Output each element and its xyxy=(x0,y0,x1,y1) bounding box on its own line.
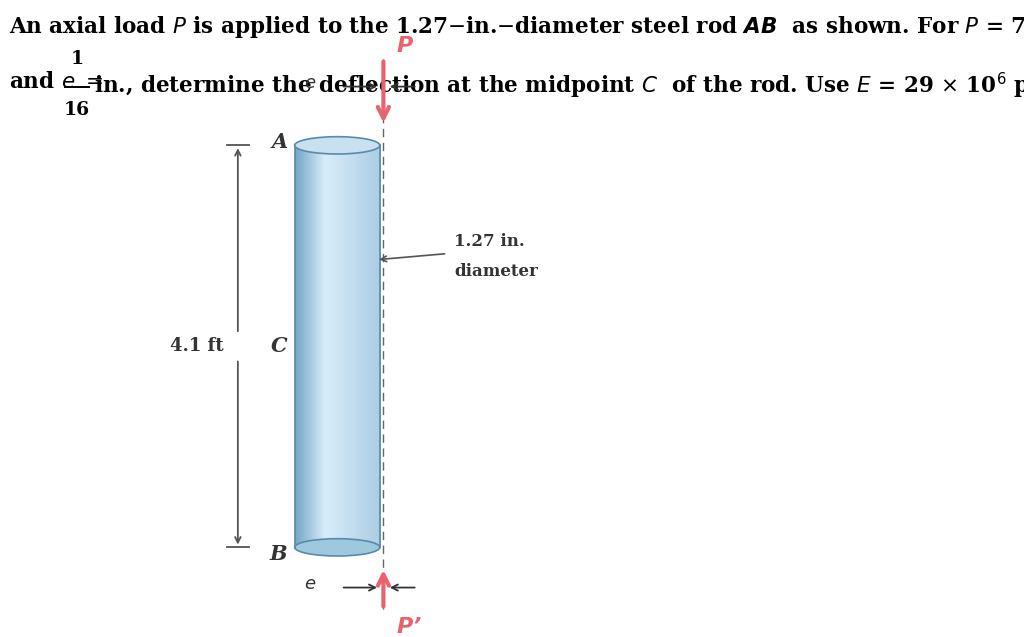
Text: A: A xyxy=(271,132,288,152)
Text: P: P xyxy=(396,36,413,55)
Text: 4.1 ft: 4.1 ft xyxy=(170,338,223,355)
Text: in., determine the deflection at the midpoint $C$  of the rod. Use $E$ = 29 $\ti: in., determine the deflection at the mid… xyxy=(94,71,1024,101)
Text: 16: 16 xyxy=(63,101,90,119)
Text: $e$: $e$ xyxy=(304,575,316,594)
Text: C: C xyxy=(271,336,288,356)
Text: P’: P’ xyxy=(396,617,422,636)
Text: $e$: $e$ xyxy=(304,75,316,92)
Ellipse shape xyxy=(295,137,380,154)
Text: B: B xyxy=(270,543,288,564)
Ellipse shape xyxy=(295,539,380,556)
Text: 1: 1 xyxy=(71,50,84,68)
Text: 1.27 in.: 1.27 in. xyxy=(455,234,525,250)
Text: An axial load $P$ is applied to the 1.27$-$in.$-$diameter steel rod $\bfit{AB}$ : An axial load $P$ is applied to the 1.27… xyxy=(8,13,1024,39)
Text: diameter: diameter xyxy=(455,263,539,280)
Text: and $e$ $=$: and $e$ $=$ xyxy=(8,71,103,93)
